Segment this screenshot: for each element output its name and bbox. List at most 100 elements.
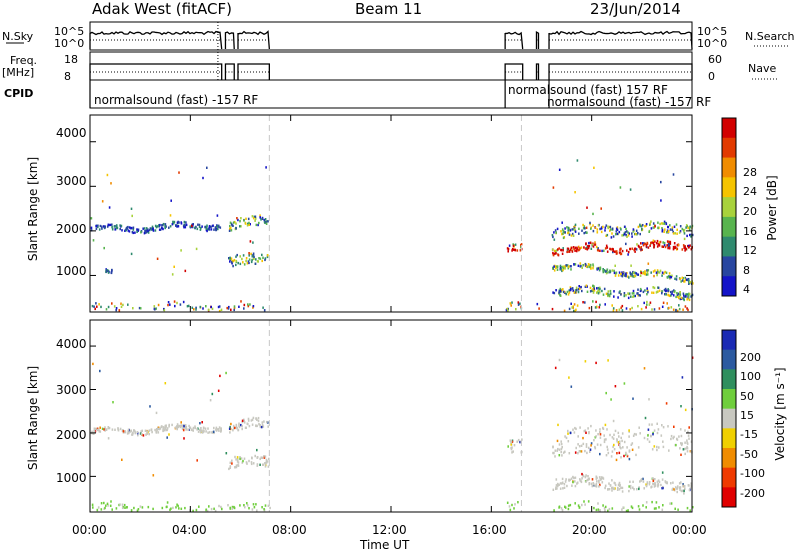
power-cell <box>671 290 674 293</box>
velocity-cell <box>266 420 268 424</box>
velocity-cell <box>166 427 169 430</box>
power-cell <box>516 249 519 252</box>
power-cell <box>657 286 660 289</box>
velocity-cell <box>199 428 201 432</box>
power-cell <box>646 293 648 296</box>
nsky-trace-1 <box>224 31 235 50</box>
velocity-cell <box>573 431 576 434</box>
power-cell <box>675 295 677 299</box>
velocity-cell <box>676 487 679 490</box>
velocity-sparse-point <box>648 398 650 401</box>
velocity-cell <box>596 480 598 483</box>
power-cell <box>587 265 589 268</box>
power-cell <box>142 227 144 230</box>
power-cell <box>588 244 591 248</box>
velocity-cell <box>248 459 250 463</box>
power-cell <box>599 266 602 269</box>
velocity-cell <box>586 451 588 455</box>
power-cell <box>506 247 509 250</box>
velocity-cell <box>684 487 686 490</box>
velocity-cell <box>264 465 267 468</box>
velocity-cell <box>632 486 634 489</box>
power-sparse-point <box>248 252 250 255</box>
power-cell <box>673 247 675 250</box>
velocity-cell <box>689 509 691 512</box>
power-cell <box>601 249 603 253</box>
velocity-cell <box>692 506 694 509</box>
velocity-cell <box>252 462 255 465</box>
power-cell <box>114 228 117 231</box>
velocity-cell <box>614 483 617 487</box>
power-cell <box>637 273 639 276</box>
power-cell <box>266 254 269 257</box>
power-cell <box>683 228 686 232</box>
velocity-cell <box>642 477 644 481</box>
power-cell <box>661 245 663 248</box>
power-cell <box>95 302 97 305</box>
velocity-cell <box>593 439 595 442</box>
power-cell <box>261 217 264 220</box>
power-cell <box>248 258 251 261</box>
power-cell <box>639 294 641 297</box>
velocity-sparse-point <box>166 436 168 439</box>
power-cell <box>623 294 626 298</box>
velocity-cell <box>594 445 596 449</box>
power-cell <box>562 247 564 250</box>
nave-tick-bottom: 0 <box>708 70 715 83</box>
power-sparse-point <box>169 214 172 217</box>
power-cell <box>657 221 659 224</box>
power-cell <box>654 240 656 243</box>
velocity-cell <box>583 429 586 433</box>
power-cell <box>595 300 597 304</box>
power-cell <box>634 250 636 253</box>
station-title: Adak West (fitACF) <box>92 0 232 18</box>
power-cell <box>560 248 562 252</box>
nave-label: Nave <box>748 62 777 75</box>
power-cell <box>658 243 660 247</box>
velocity-cell <box>676 485 679 488</box>
velocity-cell <box>594 484 597 487</box>
power-cell <box>196 227 199 231</box>
power-cell <box>250 260 253 264</box>
velocity-cell <box>151 430 153 434</box>
velocity-cbar-swatch-4 <box>722 408 736 429</box>
velocity-band-6 <box>91 500 694 513</box>
velocity-cell <box>662 486 664 490</box>
power-cell <box>670 306 673 309</box>
velocity-sparse-point <box>234 426 236 430</box>
velocity-cell <box>192 426 195 430</box>
colorbars <box>721 117 737 508</box>
velocity-cell <box>165 428 168 432</box>
velocity-cell <box>243 504 245 507</box>
velocity-cell <box>620 447 622 450</box>
velocity-cell <box>637 446 640 449</box>
velocity-cell <box>213 426 215 430</box>
velocity-cell <box>148 429 151 432</box>
power-cell <box>610 228 612 231</box>
velocity-cell <box>588 431 590 435</box>
velocity-cell <box>588 483 590 486</box>
power-cell <box>606 250 609 253</box>
power-cell <box>597 290 599 293</box>
power-cell <box>651 291 653 294</box>
power-cell <box>684 278 687 281</box>
power-sparse-point <box>552 186 555 189</box>
power-cell <box>580 285 582 289</box>
power-cell <box>628 276 630 279</box>
velocity-cell <box>673 425 675 428</box>
power-cell <box>596 267 598 270</box>
power-cell <box>576 247 579 251</box>
velocity-cell <box>679 447 681 450</box>
velocity-cell <box>260 456 263 459</box>
cpid-entry-1: normalsound (fast) -157 RF <box>94 93 259 107</box>
velocity-cell <box>572 480 574 484</box>
power-cell <box>631 235 633 238</box>
power-cell <box>684 247 687 250</box>
velocity-cell <box>685 447 688 450</box>
power-cell <box>637 232 639 235</box>
power-sparse-point <box>630 264 632 267</box>
velocity-cell <box>574 480 576 483</box>
power-cell <box>615 233 617 236</box>
velocity-cell <box>571 484 573 487</box>
velocity-cell <box>559 482 562 485</box>
